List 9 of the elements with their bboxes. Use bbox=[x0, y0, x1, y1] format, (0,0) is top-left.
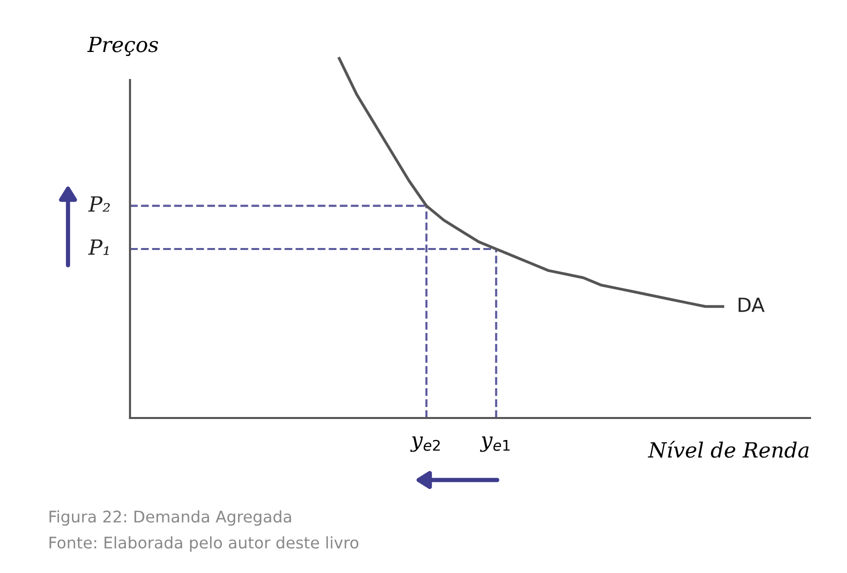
y-axis-title: Preços bbox=[87, 36, 158, 56]
x-tick-label: y$_{e2}$ bbox=[410, 436, 440, 452]
x-tick-label: y$_{e1}$ bbox=[480, 436, 510, 452]
text: Figura 22: Demanda Agregada bbox=[50, 510, 292, 526]
source-note: Fonte: Elaborada pelo autor deste livro bbox=[50, 536, 358, 552]
series-label: DA bbox=[738, 298, 765, 312]
x-axis-title: Nível de Renda bbox=[648, 440, 809, 458]
ref-line-label: P₁ bbox=[88, 240, 109, 255]
ref-line-label: P₂ bbox=[88, 196, 110, 212]
